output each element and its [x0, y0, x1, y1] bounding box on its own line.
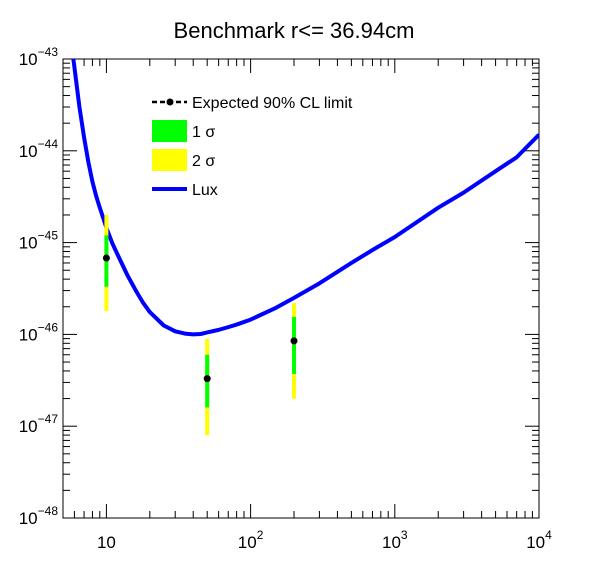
x-tick-label: 10	[97, 533, 116, 552]
y-tick-label-exponent: −45	[38, 229, 59, 243]
x-tick-label: 104	[526, 528, 552, 552]
y-tick-label: 10−45	[19, 229, 59, 253]
y-tick-label: 10−44	[19, 137, 59, 161]
x-tick-label-exponent: 4	[545, 528, 552, 542]
x-tick-label-base: 10	[97, 533, 116, 552]
x-tick-label-exponent: 2	[257, 528, 264, 542]
lux-curve	[71, 59, 539, 337]
y-tick-label-exponent: −48	[38, 504, 59, 518]
y-tick-label-exponent: −43	[38, 45, 59, 59]
expected-limit-point	[102, 254, 110, 262]
legend-label: Lux	[192, 182, 218, 199]
y-tick-label-base: 10	[19, 50, 38, 69]
legend-swatch-box	[152, 120, 187, 142]
expected-limit-point	[203, 375, 211, 383]
y-tick-label-base: 10	[19, 417, 38, 436]
y-tick-label-exponent: −47	[38, 412, 59, 426]
y-tick-label: 10−46	[19, 320, 59, 344]
plot-frame	[62, 58, 540, 519]
y-tick-label: 10−48	[19, 504, 59, 528]
expected-limit-point	[290, 337, 298, 345]
legend-label: 1 σ	[192, 124, 215, 141]
x-tick-label: 103	[382, 528, 408, 552]
y-tick-label-exponent: −44	[38, 137, 59, 151]
x-tick-label-base: 10	[382, 533, 401, 552]
y-tick-label-base: 10	[19, 325, 38, 344]
y-tick-label: 10−47	[19, 412, 59, 436]
legend-label: Expected 90% CL limit	[192, 95, 353, 112]
y-tick-label-base: 10	[19, 234, 38, 253]
x-tick-label: 102	[238, 528, 264, 552]
legend-expected-marker	[166, 98, 174, 106]
chart-title: Benchmark r<= 36.94cm	[174, 18, 415, 43]
y-tick-label-base: 10	[19, 142, 38, 161]
legend-swatch-box	[152, 149, 187, 171]
legend: Expected 90% CL limit 1 σ 2 σ Lux	[152, 95, 353, 199]
y-tick-label: 10−43	[19, 45, 59, 69]
x-tick-label-exponent: 3	[401, 528, 408, 542]
y-tick-label-exponent: −46	[38, 320, 59, 334]
legend-label: 2 σ	[192, 153, 215, 170]
plot-area: 10 102 103 10410−4810−4710−4610−4510−4410−4…	[19, 45, 552, 552]
y-tick-label-base: 10	[19, 509, 38, 528]
x-tick-label-base: 10	[238, 533, 257, 552]
x-tick-label-base: 10	[526, 533, 545, 552]
